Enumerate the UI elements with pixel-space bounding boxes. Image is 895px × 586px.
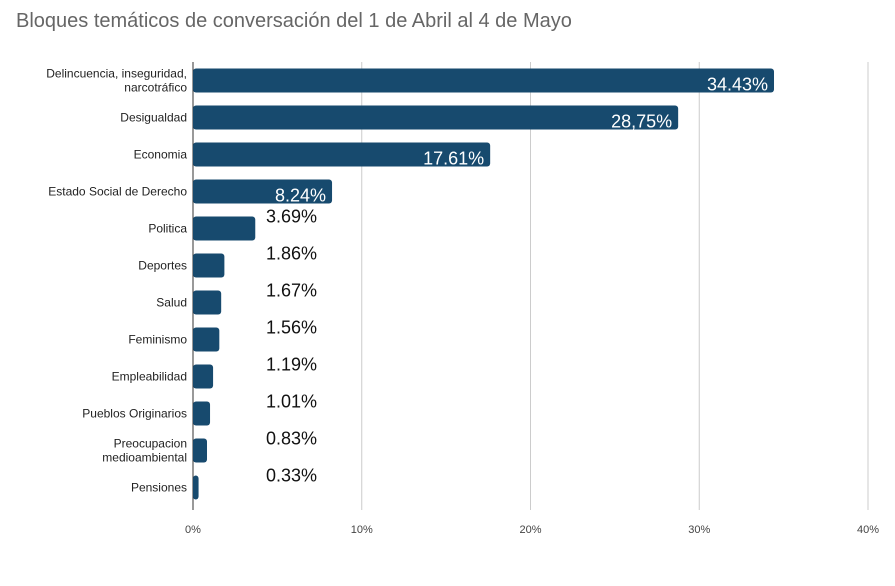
category-label: Estado Social de Derecho bbox=[48, 185, 187, 199]
category-label: Empleabilidad bbox=[112, 370, 187, 384]
bar bbox=[193, 401, 211, 426]
chart-title: Bloques temáticos de conversación del 1 … bbox=[16, 10, 572, 32]
category-label: Politica bbox=[148, 222, 187, 236]
bar bbox=[193, 327, 220, 352]
x-tick-label: 0% bbox=[185, 524, 201, 536]
data-label: 17.61% bbox=[423, 149, 484, 169]
data-label: 0.83% bbox=[266, 429, 317, 449]
bar bbox=[193, 475, 199, 500]
bar bbox=[193, 290, 222, 315]
bar bbox=[193, 105, 679, 130]
category-label: Desigualdad bbox=[120, 111, 187, 125]
x-tick-label: 10% bbox=[351, 524, 373, 536]
x-tick-label: 40% bbox=[857, 524, 879, 536]
data-label: 28,75% bbox=[611, 112, 672, 132]
category-label: Salud bbox=[156, 296, 187, 310]
bar bbox=[193, 216, 256, 241]
bar bbox=[193, 179, 333, 204]
category-label: Feminismo bbox=[128, 333, 187, 347]
x-tick-label: 20% bbox=[519, 524, 541, 536]
category-label: Delincuencia, inseguridad, narcotráfico bbox=[46, 67, 187, 95]
category-label: Preocupacion medioambiental bbox=[102, 437, 187, 465]
bar bbox=[193, 364, 214, 389]
category-label: Economia bbox=[134, 148, 188, 162]
bar bbox=[193, 142, 491, 167]
category-label: Pueblos Originarios bbox=[82, 407, 187, 421]
data-label: 1.56% bbox=[266, 318, 317, 338]
bar bbox=[193, 253, 225, 278]
x-tick-label: 30% bbox=[688, 524, 710, 536]
data-label: 1.01% bbox=[266, 392, 317, 412]
data-label: 8.24% bbox=[275, 186, 326, 206]
data-label: 1.86% bbox=[266, 244, 317, 264]
data-label: 0.33% bbox=[266, 466, 317, 486]
bar bbox=[193, 438, 208, 463]
data-label: 34.43% bbox=[707, 75, 768, 95]
data-label: 1.67% bbox=[266, 281, 317, 301]
category-label: Pensiones bbox=[131, 481, 187, 495]
data-label: 1.19% bbox=[266, 355, 317, 375]
data-label: 3.69% bbox=[266, 207, 317, 227]
category-label: Deportes bbox=[138, 259, 187, 273]
bar bbox=[193, 68, 775, 93]
